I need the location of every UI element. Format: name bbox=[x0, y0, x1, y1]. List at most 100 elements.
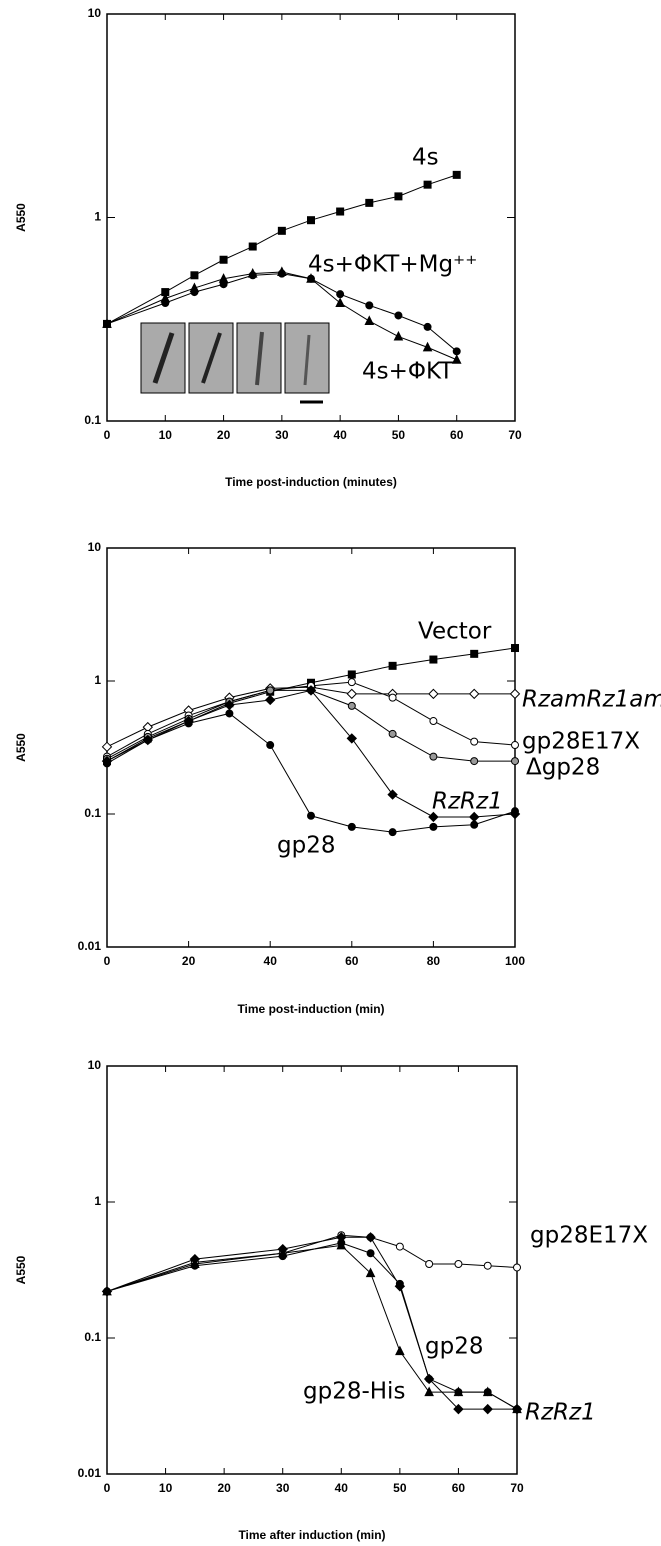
marker bbox=[388, 828, 397, 837]
series-line bbox=[106, 689, 515, 762]
marker bbox=[387, 789, 398, 800]
marker bbox=[365, 198, 374, 207]
marker bbox=[423, 180, 432, 189]
y-tick-label: 10 bbox=[88, 540, 102, 554]
marker bbox=[225, 709, 234, 718]
marker bbox=[470, 757, 479, 766]
series-line bbox=[106, 1244, 518, 1410]
x-tick-label: 20 bbox=[217, 1481, 231, 1495]
marker bbox=[452, 347, 461, 356]
series-label: Vector bbox=[418, 619, 492, 645]
series-line bbox=[106, 686, 515, 748]
x-tick-label: 0 bbox=[104, 954, 111, 968]
marker bbox=[453, 1403, 464, 1415]
marker bbox=[218, 273, 229, 283]
plot-frame bbox=[106, 547, 516, 948]
marker bbox=[511, 644, 519, 653]
marker bbox=[347, 822, 356, 831]
x-tick-label: 30 bbox=[276, 1481, 290, 1495]
marker bbox=[248, 242, 257, 251]
x-tick-label: 50 bbox=[392, 428, 406, 442]
marker bbox=[277, 1243, 288, 1255]
y-axis-label: A550 bbox=[14, 203, 28, 232]
x-axis-label: Time post-induction (min) bbox=[237, 1002, 384, 1016]
marker bbox=[346, 733, 358, 744]
marker bbox=[266, 686, 275, 695]
x-tick-label: 60 bbox=[452, 1481, 466, 1495]
y-tick-label: 0.1 bbox=[84, 413, 101, 427]
x-tick-label: 100 bbox=[505, 954, 525, 968]
marker bbox=[470, 737, 479, 746]
marker bbox=[511, 757, 519, 766]
marker bbox=[101, 741, 113, 753]
marker bbox=[425, 1260, 434, 1269]
x-tick-label: 0 bbox=[104, 428, 111, 442]
y-tick-label: 0.1 bbox=[84, 806, 101, 820]
y-tick-label: 0.1 bbox=[84, 1330, 101, 1344]
y-tick-label: 10 bbox=[88, 6, 102, 20]
y-tick-label: 1 bbox=[94, 210, 101, 224]
plot-frame bbox=[106, 1065, 518, 1475]
marker bbox=[189, 1253, 201, 1265]
marker bbox=[511, 807, 519, 816]
marker bbox=[347, 670, 356, 679]
marker bbox=[394, 1281, 406, 1292]
x-tick-label: 50 bbox=[393, 1481, 407, 1495]
marker bbox=[468, 688, 480, 700]
marker bbox=[428, 811, 439, 823]
marker bbox=[395, 1242, 404, 1251]
marker bbox=[266, 741, 275, 750]
series-label: 4s+ΦKT+Mg⁺⁺ bbox=[308, 252, 477, 278]
x-tick-label: 20 bbox=[182, 954, 196, 968]
series-line bbox=[106, 1234, 518, 1292]
y-tick-label: 1 bbox=[94, 1194, 101, 1208]
series-label: RzRz1 bbox=[432, 789, 503, 815]
inset-images bbox=[140, 322, 330, 404]
y-axis-label: A550 bbox=[14, 1255, 28, 1284]
x-tick-label: 40 bbox=[333, 428, 347, 442]
marker bbox=[452, 170, 461, 179]
y-tick-label: 10 bbox=[88, 1058, 102, 1072]
marker bbox=[429, 717, 438, 726]
marker bbox=[103, 759, 111, 768]
marker bbox=[365, 1232, 376, 1243]
marker bbox=[423, 1373, 435, 1385]
series-label: 4s bbox=[412, 145, 439, 171]
marker bbox=[482, 1386, 493, 1397]
marker bbox=[422, 341, 433, 352]
x-tick-label: 40 bbox=[264, 954, 278, 968]
x-tick-label: 30 bbox=[275, 428, 289, 442]
marker bbox=[429, 822, 438, 831]
marker bbox=[306, 273, 316, 283]
marker bbox=[453, 1386, 464, 1397]
marker bbox=[336, 207, 345, 216]
marker bbox=[336, 1239, 347, 1250]
marker bbox=[395, 1345, 405, 1356]
y-axis-label: A550 bbox=[14, 733, 28, 762]
marker bbox=[305, 685, 317, 696]
marker bbox=[511, 741, 519, 750]
marker bbox=[264, 694, 276, 706]
marker bbox=[365, 1267, 376, 1278]
marker bbox=[470, 649, 479, 658]
marker bbox=[346, 688, 358, 700]
marker bbox=[429, 752, 438, 761]
x-tick-label: 40 bbox=[335, 1481, 349, 1495]
series-line bbox=[106, 271, 457, 361]
marker bbox=[219, 255, 228, 264]
series-label: gp28E17X bbox=[522, 729, 640, 755]
marker bbox=[513, 1263, 521, 1272]
series-label: RzamRz1am bbox=[522, 687, 661, 713]
y-tick-label: 1 bbox=[94, 673, 101, 687]
marker bbox=[388, 661, 397, 670]
marker bbox=[307, 216, 315, 225]
series-label: gp28 bbox=[277, 833, 335, 859]
marker bbox=[388, 693, 397, 702]
x-tick-label: 60 bbox=[345, 954, 359, 968]
x-tick-label: 10 bbox=[159, 1481, 173, 1495]
marker bbox=[247, 267, 258, 278]
marker bbox=[365, 301, 374, 310]
x-axis-label: Time after induction (min) bbox=[238, 1528, 385, 1542]
marker bbox=[470, 820, 479, 829]
marker bbox=[511, 1403, 523, 1415]
